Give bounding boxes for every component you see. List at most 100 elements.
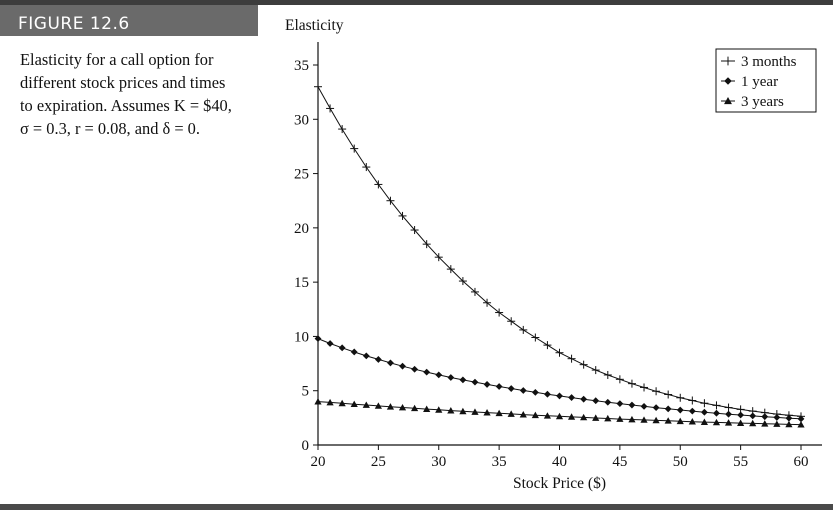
data-point-1-year <box>701 408 708 416</box>
data-point-3-years <box>519 411 527 418</box>
y-tick-label: 25 <box>294 167 309 183</box>
figure-label-box: FIGURE 12.6 <box>0 5 258 36</box>
data-point-3-years <box>386 403 395 410</box>
data-point-3-months <box>422 240 431 249</box>
legend-label-3-months: 3 months <box>741 54 797 70</box>
data-point-3-months <box>350 144 359 153</box>
data-point-3-years <box>712 418 721 426</box>
data-point-1-year <box>688 407 696 415</box>
legend-marker-3-months <box>723 56 733 66</box>
data-point-3-years <box>567 413 576 420</box>
x-tick-label: 25 <box>371 454 386 470</box>
data-point-1-year <box>350 348 358 356</box>
data-point-3-years <box>604 414 612 422</box>
data-point-3-years <box>616 415 624 422</box>
data-point-3-years <box>724 419 733 426</box>
data-point-1-year <box>374 356 382 363</box>
data-point-1-year <box>580 395 588 403</box>
data-point-3-months <box>531 333 540 342</box>
caption-params: K = $40, σ = 0.3, r = 0.08, and δ = 0. <box>20 96 232 138</box>
data-point-3-years <box>640 416 648 423</box>
figure-caption: Elasticity for a call option for differe… <box>20 48 242 140</box>
data-point-1-year <box>604 398 612 406</box>
y-tick-label: 0 <box>302 438 310 454</box>
data-point-3-months <box>495 308 504 317</box>
data-point-3-months <box>615 375 624 384</box>
data-point-1-year <box>652 404 660 412</box>
data-point-1-year <box>737 411 745 419</box>
data-point-3-years <box>495 409 503 417</box>
data-point-1-year <box>592 397 600 405</box>
data-point-1-year <box>556 392 563 400</box>
data-point-1-year <box>797 415 805 423</box>
x-tick-label: 30 <box>431 454 446 470</box>
data-point-3-years <box>471 408 479 415</box>
y-tick-label: 20 <box>294 221 309 237</box>
x-axis-title: Stock Price ($) <box>513 475 606 492</box>
data-point-1-year <box>338 344 346 352</box>
data-point-3-months <box>664 390 673 399</box>
data-point-3-months <box>410 226 419 235</box>
data-point-3-years <box>797 420 805 428</box>
series-line-3-months <box>317 86 802 417</box>
y-tick-label: 35 <box>294 58 309 74</box>
bottom-rule <box>0 504 833 510</box>
data-point-3-months <box>579 360 588 369</box>
x-tick-label: 40 <box>552 454 567 470</box>
data-point-3-months <box>362 163 371 172</box>
data-point-3-years <box>531 411 539 419</box>
data-point-1-year <box>483 381 491 388</box>
data-point-1-year <box>628 401 636 409</box>
data-point-3-years <box>664 417 672 424</box>
data-point-1-year <box>773 414 781 421</box>
data-point-3-months <box>386 196 395 205</box>
data-point-3-years <box>543 412 552 419</box>
data-point-3-months <box>314 82 322 91</box>
top-rule <box>0 0 833 5</box>
data-point-1-year <box>326 340 334 347</box>
x-tick-label: 35 <box>492 454 507 470</box>
y-tick-label: 5 <box>302 384 310 400</box>
data-point-3-years <box>761 420 769 427</box>
data-point-3-months <box>555 348 564 357</box>
data-point-3-months <box>591 366 600 375</box>
data-point-3-months <box>640 383 649 392</box>
data-point-3-years <box>447 406 455 414</box>
data-point-3-months <box>676 393 685 402</box>
data-point-3-months <box>507 317 516 326</box>
data-point-3-years <box>628 415 636 423</box>
data-point-1-year <box>459 376 467 384</box>
data-point-3-months <box>483 298 492 307</box>
data-point-3-years <box>785 420 793 428</box>
x-tick-label: 20 <box>311 454 326 470</box>
data-point-1-year <box>725 410 732 418</box>
data-point-3-years <box>326 398 334 406</box>
data-point-1-year <box>362 352 370 360</box>
data-point-3-years <box>338 399 346 407</box>
data-point-3-years <box>374 402 382 409</box>
data-point-1-year <box>616 400 624 408</box>
y-tick-label: 15 <box>294 275 309 291</box>
data-point-1-year <box>544 390 551 398</box>
legend-label-3-years: 3 years <box>741 94 784 110</box>
data-point-3-years <box>362 401 370 408</box>
data-point-3-months <box>338 125 347 134</box>
data-point-3-months <box>567 354 576 363</box>
legend-marker-3-years <box>724 97 732 105</box>
data-point-3-months <box>700 399 709 408</box>
data-point-1-year <box>411 365 418 373</box>
data-point-1-year <box>713 409 720 417</box>
data-point-3-months <box>543 341 552 350</box>
data-point-3-months <box>398 211 407 220</box>
data-point-3-years <box>592 414 600 421</box>
data-point-1-year <box>568 394 575 401</box>
data-point-3-years <box>459 407 467 415</box>
data-point-3-months <box>724 403 733 412</box>
data-point-3-months <box>712 401 721 410</box>
data-point-1-year <box>435 371 443 379</box>
data-point-3-years <box>483 409 491 416</box>
data-point-1-year <box>507 385 515 392</box>
data-point-3-years <box>749 419 757 427</box>
data-point-3-months <box>603 370 612 379</box>
